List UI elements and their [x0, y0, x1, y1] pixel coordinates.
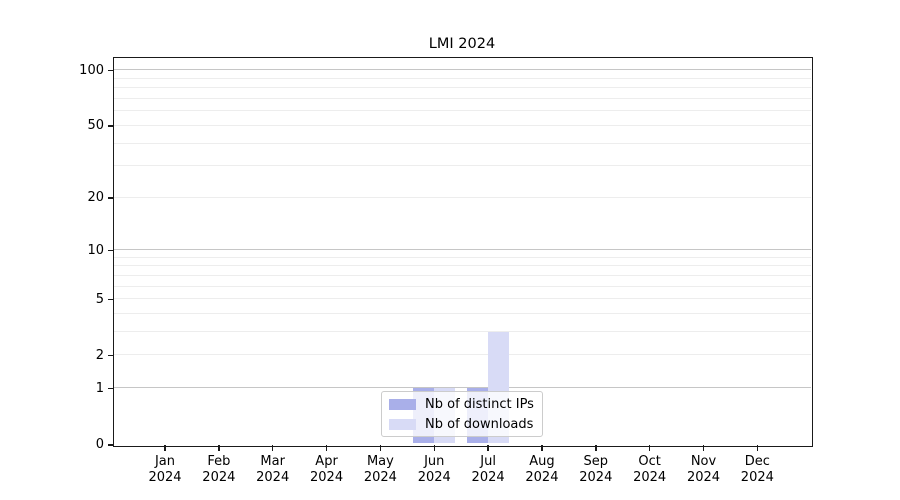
- y-tick-label-5: 5: [95, 291, 104, 307]
- legend-item-downloads: Nb of downloads: [389, 416, 542, 433]
- x-tick-label-nov: Nov 2024: [686, 454, 721, 485]
- y-tick-label-20: 20: [87, 190, 104, 206]
- gridline-90: [113, 77, 811, 79]
- x-tick-mark-jul: [487, 445, 489, 451]
- x-tick-label-apr: Apr 2024: [310, 454, 344, 485]
- x-tick-mark-oct: [648, 445, 651, 451]
- gridline-40: [113, 142, 811, 144]
- chart-title: LMI 2024: [428, 36, 496, 52]
- legend-item-distinct-ips: Nb of distinct IPs: [389, 396, 542, 413]
- x-tick-label-sep: Sep 2024: [579, 454, 613, 485]
- legend-swatch-downloads: [389, 418, 416, 430]
- x-tick-mark-apr: [325, 445, 328, 451]
- gridline-70: [113, 98, 811, 100]
- x-tick-label-jul: Jul 2024: [471, 454, 505, 485]
- y-tick-mark-2: [108, 354, 114, 357]
- x-tick-label-aug: Aug 2024: [525, 454, 559, 485]
- x-tick-label-jan: Jan 2024: [148, 454, 182, 485]
- gridline-60: [113, 110, 811, 112]
- gridline-100: [113, 69, 811, 71]
- gridline-3: [113, 331, 811, 333]
- gridline-10: [113, 249, 811, 251]
- legend-label-distinct-ips: Nb of distinct IPs: [425, 396, 534, 412]
- plot-area: [112, 56, 813, 447]
- x-tick-label-jun: Jun 2024: [417, 454, 451, 485]
- gridline-9: [113, 256, 811, 258]
- y-tick-mark-5: [108, 298, 114, 301]
- gridline-7: [113, 274, 811, 276]
- gridline-2: [113, 354, 811, 356]
- gridline-5: [113, 298, 811, 300]
- legend-label-downloads: Nb of downloads: [425, 416, 534, 432]
- gridline-4: [113, 313, 811, 315]
- y-tick-mark-0: [108, 444, 114, 446]
- legend-swatch-distinct-ips: [389, 398, 416, 410]
- x-tick-mark-jun: [433, 445, 435, 451]
- gridline-1: [113, 387, 811, 389]
- y-tick-label-10: 10: [87, 242, 104, 258]
- x-tick-label-dec: Dec 2024: [740, 454, 774, 485]
- x-tick-mark-jan: [164, 445, 166, 451]
- gridline-30: [113, 165, 811, 167]
- x-tick-mark-dec: [756, 445, 759, 451]
- x-tick-mark-may: [379, 445, 382, 451]
- x-tick-label-may: May 2024: [363, 454, 397, 485]
- x-tick-label-feb: Feb 2024: [202, 454, 236, 485]
- x-tick-mark-aug: [541, 445, 543, 451]
- y-tick-mark-50: [108, 125, 114, 127]
- x-tick-mark-feb: [218, 445, 220, 451]
- legend: Nb of distinct IPs Nb of downloads: [381, 391, 543, 437]
- gridline-8: [113, 265, 811, 267]
- x-tick-mark-mar: [271, 445, 274, 451]
- y-tick-mark-10: [108, 249, 114, 252]
- x-tick-label-mar: Mar 2024: [256, 454, 290, 485]
- y-tick-label-50: 50: [87, 118, 104, 134]
- y-tick-mark-100: [108, 69, 114, 72]
- y-tick-label-0: 0: [95, 437, 104, 452]
- y-tick-mark-20: [108, 197, 114, 199]
- y-tick-label-1: 1: [95, 380, 104, 396]
- y-tick-label-2: 2: [95, 347, 104, 363]
- x-tick-mark-nov: [702, 445, 705, 451]
- y-tick-label-100: 100: [79, 62, 104, 78]
- gridline-80: [113, 87, 811, 89]
- x-tick-label-oct: Oct 2024: [633, 454, 667, 485]
- gridline-20: [113, 196, 811, 198]
- x-tick-mark-sep: [595, 445, 597, 451]
- y-tick-mark-1: [108, 387, 114, 390]
- gridline-50: [113, 124, 811, 126]
- gridline-6: [113, 285, 811, 287]
